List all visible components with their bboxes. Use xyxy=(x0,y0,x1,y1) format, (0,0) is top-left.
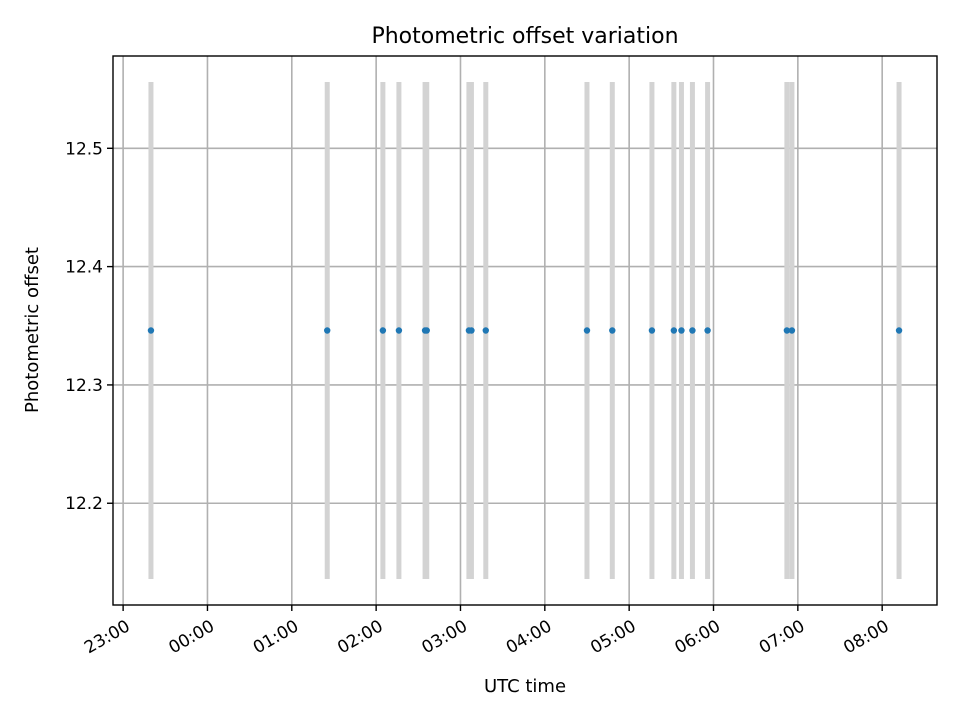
y-axis-label: Photometric offset xyxy=(22,247,43,413)
data-point xyxy=(324,327,331,334)
plot-frame xyxy=(112,55,938,606)
data-point xyxy=(379,327,387,334)
x-tick-label: 04:00 xyxy=(503,616,555,658)
data-point xyxy=(609,327,616,334)
y-tick-label: 12.3 xyxy=(65,376,103,396)
data-point xyxy=(468,327,475,334)
data-point xyxy=(689,327,696,334)
x-tick-label: 03:00 xyxy=(419,616,471,658)
data-point xyxy=(423,327,430,334)
x-tick-label: 00:00 xyxy=(166,616,218,658)
data-point xyxy=(147,327,155,334)
data-point xyxy=(648,327,656,334)
x-tick-label: 02:00 xyxy=(334,616,386,658)
chart-title: Photometric offset variation xyxy=(371,24,678,49)
data-point xyxy=(788,327,796,334)
data-point xyxy=(583,327,591,334)
data-point xyxy=(670,327,678,334)
y-tick-label: 12.5 xyxy=(65,139,103,159)
data-point xyxy=(895,327,903,334)
data-point xyxy=(482,327,489,334)
x-axis-label: UTC time xyxy=(484,676,566,697)
x-tick-label: 01:00 xyxy=(250,616,302,658)
x-tick-label: 23:00 xyxy=(81,616,133,658)
y-tick-label: 12.4 xyxy=(65,258,103,278)
data-point xyxy=(783,327,791,334)
x-tick-label: 06:00 xyxy=(672,616,724,658)
x-tick-label: 05:00 xyxy=(587,616,639,658)
y-tick-label: 12.2 xyxy=(65,494,103,514)
data-point xyxy=(704,327,711,334)
data-point xyxy=(395,327,403,334)
x-tick-label: 07:00 xyxy=(756,616,808,658)
x-tick-label: 08:00 xyxy=(840,616,892,658)
data-point xyxy=(678,327,685,334)
